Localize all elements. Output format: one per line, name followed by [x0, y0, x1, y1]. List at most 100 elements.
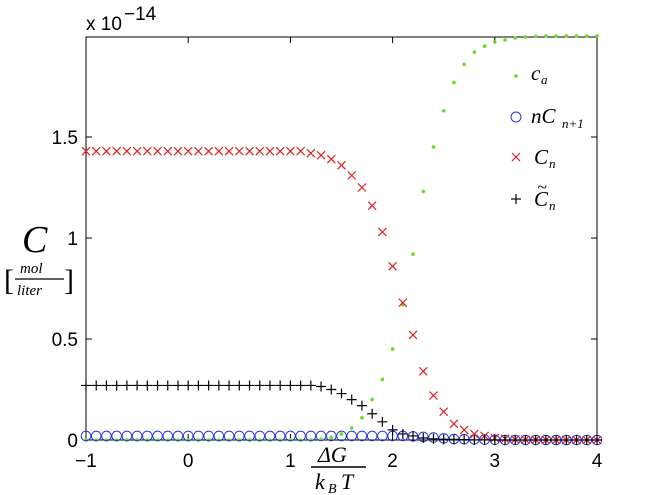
point-dot: [411, 252, 415, 256]
point-plus: [121, 380, 132, 391]
point-plus: [592, 435, 602, 445]
point-circle: [111, 430, 122, 442]
point-plus: [336, 388, 347, 399]
point-plus: [479, 434, 490, 445]
point-dot: [574, 34, 579, 38]
point-dot: [503, 38, 507, 42]
point-x: [429, 391, 438, 400]
point-dot: [462, 62, 466, 67]
point-plus: [162, 380, 173, 391]
point-plus: [111, 380, 122, 391]
x-label-den-t: T: [341, 469, 355, 494]
point-dot: [247, 438, 252, 442]
point-x: [245, 146, 254, 156]
point-plus: [346, 394, 357, 405]
point-x: [193, 146, 203, 156]
point-x: [347, 170, 357, 180]
point-plus: [142, 380, 153, 391]
point-x: [285, 146, 295, 156]
point-plus: [132, 380, 143, 391]
plot-frame: [85, 36, 598, 441]
point-circle: [152, 430, 163, 442]
point-dot: [544, 34, 548, 38]
point-x: [408, 330, 418, 340]
point-dot: [104, 438, 109, 442]
point-plus: [101, 380, 112, 391]
point-dot: [493, 40, 497, 44]
point-plus: [193, 380, 204, 391]
point-plus: [356, 400, 367, 411]
point-dot: [288, 438, 293, 442]
point-x: [449, 419, 459, 429]
point-dot: [584, 34, 589, 38]
point-plus: [316, 381, 327, 392]
point-x: [153, 146, 162, 156]
point-x: [102, 146, 111, 156]
point-circle: [336, 430, 347, 442]
point-dot: [217, 438, 221, 442]
point-x: [326, 154, 336, 164]
point-dot: [441, 108, 446, 113]
point-plus: [203, 380, 214, 391]
point-dot: [227, 438, 231, 442]
x-tick-label: 2: [387, 451, 398, 472]
point-x: [81, 146, 91, 156]
point-circle: [315, 430, 327, 442]
point-circle: [203, 430, 214, 442]
point-plus: [530, 435, 541, 445]
point-plus: [581, 435, 592, 445]
point-circle: [285, 430, 296, 442]
point-plus: [540, 435, 551, 445]
point-dot: [482, 44, 487, 48]
y-tick-label: 1.5: [52, 128, 78, 149]
point-plus: [500, 435, 511, 445]
point-plus: [224, 380, 235, 391]
point-plus: [448, 434, 459, 445]
point-plus: [418, 432, 429, 443]
point-dot: [176, 438, 180, 442]
legend-label-cn-main: C: [534, 145, 549, 169]
y-tick-label: 0: [67, 431, 78, 452]
point-plus: [285, 380, 296, 391]
point-circle: [254, 430, 266, 442]
y-label-bracket-open: [: [4, 264, 14, 297]
point-x: [142, 146, 152, 156]
point-plus: [510, 435, 521, 445]
point-dot: [533, 34, 538, 39]
y-exponent-base: x 10: [86, 14, 122, 35]
point-dot: [595, 34, 599, 38]
point-circle: [162, 430, 174, 442]
point-dot: [513, 36, 518, 40]
x-tick-label: 0: [183, 451, 194, 472]
point-plus: [326, 384, 337, 395]
point-dot: [349, 426, 354, 430]
legend-marker-ca: [514, 74, 518, 78]
point-circle: [264, 430, 276, 442]
point-dot: [421, 189, 426, 194]
point-x: [112, 146, 122, 156]
y-label-unit-numerator: mol: [20, 261, 43, 277]
point-plus: [367, 408, 378, 419]
point-plus: [213, 380, 224, 391]
point-circle: [234, 430, 245, 442]
point-plus: [551, 435, 562, 445]
point-circle: [80, 430, 92, 442]
point-x: [367, 201, 377, 211]
x-ticks: −1 0 1 2 3 4: [75, 37, 603, 472]
y-tick-label: 0.5: [52, 330, 78, 351]
point-plus: [244, 380, 255, 391]
point-dot: [125, 438, 129, 442]
x-label-den-k: k: [315, 469, 326, 494]
point-dot: [564, 34, 569, 38]
point-circle: [274, 430, 286, 442]
point-plus: [305, 380, 316, 391]
point-x: [469, 429, 479, 439]
point-dot: [390, 347, 395, 351]
point-x: [173, 146, 183, 156]
point-plus: [91, 380, 102, 391]
point-x: [265, 146, 275, 156]
point-dot: [523, 35, 528, 39]
point-plus: [571, 435, 582, 445]
point-plus: [172, 380, 183, 391]
legend-label-ca-main: c: [531, 61, 541, 85]
